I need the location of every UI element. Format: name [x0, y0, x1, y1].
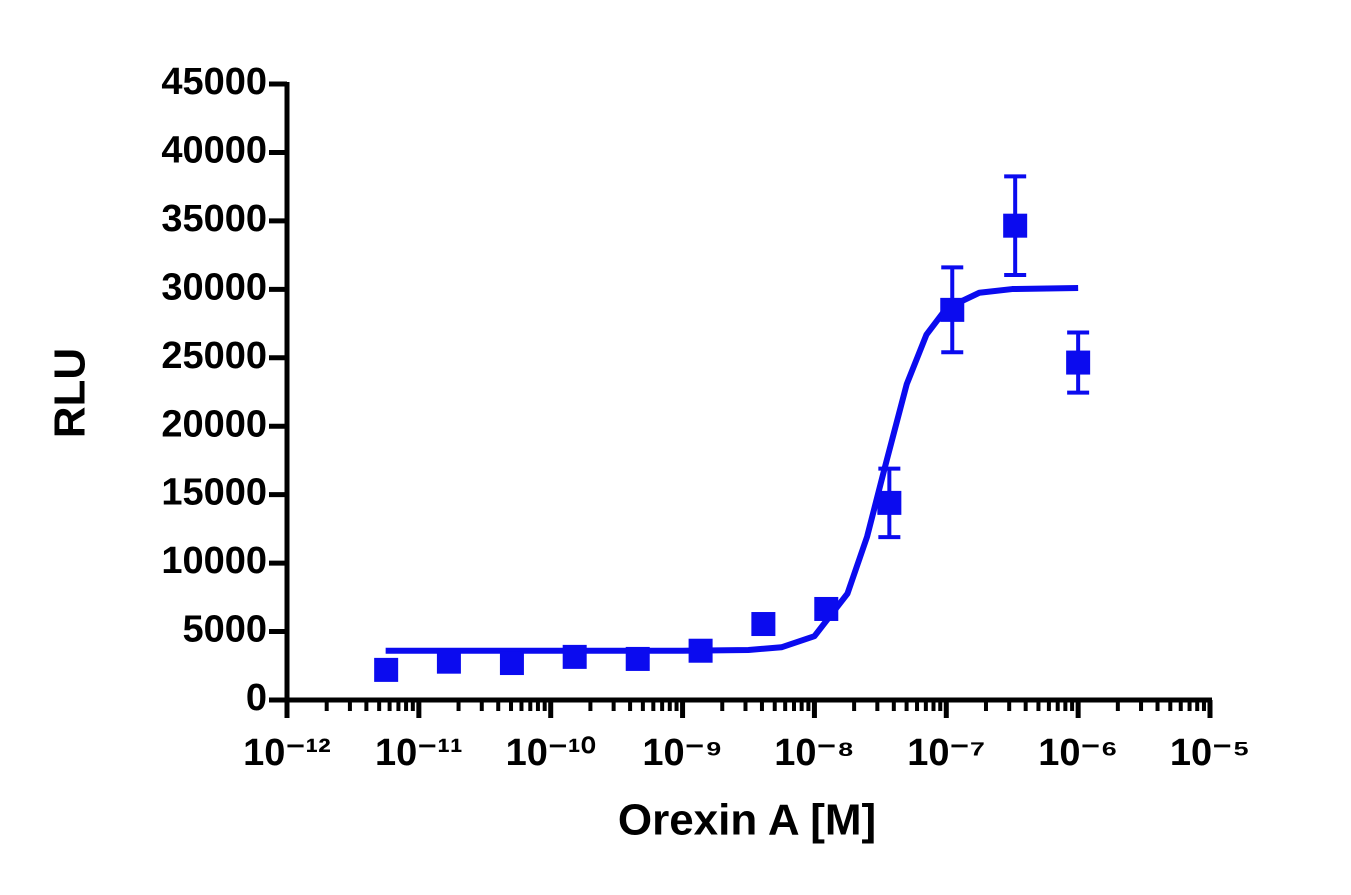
y-tick-label: 15000 [161, 472, 267, 514]
y-tick-label: 25000 [161, 335, 267, 377]
data-point [374, 657, 399, 682]
y-tick-label: 30000 [161, 266, 267, 308]
data-point [751, 612, 776, 637]
x-tick-label: 10⁻¹² [243, 732, 331, 774]
x-tick-label: 10⁻⁷ [907, 732, 985, 774]
data-point [1003, 213, 1028, 238]
y-tick-label: 20000 [161, 403, 267, 445]
data-point [688, 638, 713, 663]
fit-curve [385, 284, 1079, 654]
y-axis-title: RLU [46, 348, 95, 438]
x-tick-label: 10⁻⁸ [774, 732, 854, 774]
x-tick-label: 10⁻¹¹ [375, 732, 463, 774]
x-tick-label: 10⁻¹⁰ [506, 732, 596, 774]
data-point [625, 646, 650, 671]
y-tick-label: 45000 [161, 61, 267, 103]
y-tick-label: 35000 [161, 198, 267, 240]
data-point [499, 651, 524, 676]
data-point [814, 596, 839, 621]
x-tick-label: 10⁻⁵ [1170, 732, 1250, 774]
data-point [562, 644, 587, 669]
y-tick-label: 40000 [161, 129, 267, 171]
x-tick-label: 10⁻⁶ [1038, 732, 1118, 774]
x-tick-label: 10⁻⁹ [642, 732, 722, 774]
y-tick-label: 10000 [161, 540, 267, 582]
data-point [877, 490, 902, 515]
x-axis-title: Orexin A [M] [618, 796, 876, 845]
data-point [1066, 350, 1091, 375]
y-tick-label: 0 [246, 677, 267, 719]
data-point [436, 649, 461, 674]
y-tick-label: 5000 [182, 609, 267, 651]
data-point [940, 297, 965, 322]
